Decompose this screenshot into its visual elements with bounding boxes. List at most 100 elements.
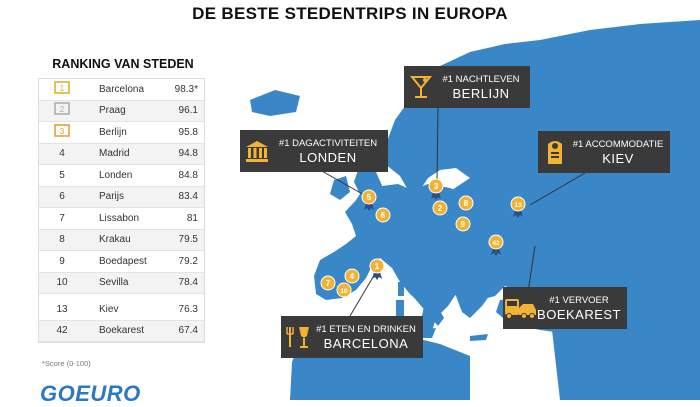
rank-city: Berlijn <box>99 126 127 138</box>
rank-city: Boekarest <box>99 325 145 337</box>
map-island-crete <box>470 334 488 341</box>
callout-category: #1 VERVOER <box>549 294 609 306</box>
rank-city: Sevilla <box>99 277 129 289</box>
rank-score: 79.5 <box>178 234 198 246</box>
rank-score: 79.2 <box>178 255 198 267</box>
rank-score: 98.3* <box>174 83 198 95</box>
fork-glass-icon <box>281 324 315 350</box>
map-pin-10: 10 <box>336 282 352 311</box>
callout-transport: #1 VERVOER BOEKAREST <box>503 287 627 329</box>
svg-text:3: 3 <box>60 127 65 136</box>
cocktail-icon <box>404 74 438 100</box>
rank-city: Barcelona <box>99 83 145 95</box>
svg-text:13: 13 <box>514 202 522 209</box>
map-pin-1: 1 <box>369 258 385 287</box>
table-row: 10 Sevilla 78.4 <box>39 272 204 294</box>
gold-trophy-icon: 1 <box>54 81 70 94</box>
rank-score: 76.3 <box>178 303 198 315</box>
table-row: 6 Parijs 83.4 <box>39 186 204 208</box>
table-row: 13 Kiev 76.3 <box>39 294 204 321</box>
svg-text:10: 10 <box>340 288 348 295</box>
svg-text:7: 7 <box>326 279 331 288</box>
svg-text:3: 3 <box>434 182 439 191</box>
svg-text:2: 2 <box>438 204 443 213</box>
rank-city: Londen <box>99 169 133 181</box>
svg-text:4: 4 <box>350 272 355 281</box>
silver-trophy-icon: 2 <box>54 102 70 115</box>
rank-position: 1 <box>39 81 85 98</box>
callout-food: #1 ETEN EN DRINKEN BARCELONA <box>281 316 423 358</box>
rank-city: Parijs <box>99 191 125 203</box>
table-row: 1 Barcelona 98.3* <box>39 79 204 101</box>
callout-category: #1 NACHTLEVEN <box>442 73 520 85</box>
map-pin-8: 8 <box>458 195 474 224</box>
map-island-sicily <box>420 328 436 338</box>
map-pin-3: 3 <box>428 178 444 207</box>
table-row: 9 Boedapest 79.2 <box>39 251 204 273</box>
map-landmass-ireland <box>330 176 350 200</box>
callout-city: LONDEN <box>299 149 357 165</box>
callout-city: BOEKAREST <box>537 306 621 322</box>
rank-city: Krakau <box>99 234 131 246</box>
callout-category: #1 DAGACTIVITEITEN <box>278 137 378 149</box>
table-row: 4 Madrid 94.8 <box>39 143 204 165</box>
rank-position: 9 <box>59 255 65 267</box>
bronze-trophy-icon: 3 <box>54 124 70 137</box>
table-row: 5 Londen 84.8 <box>39 165 204 187</box>
rank-position: 6 <box>59 191 65 203</box>
rank-score: 94.8 <box>178 148 198 160</box>
map-pin-5: 5 <box>361 189 377 218</box>
callout-nightlife: #1 NACHTLEVEN BERLIJN <box>404 66 530 108</box>
rank-position: 8 <box>59 234 65 246</box>
map-pin-2: 2 <box>432 200 448 229</box>
callout-city: BERLIJN <box>452 85 510 101</box>
map-pin-7: 7 <box>320 275 336 304</box>
rank-city: Praag <box>99 105 126 117</box>
rank-position: 2 <box>39 102 85 119</box>
map-pin-4: 4 <box>344 268 360 297</box>
table-row: 7 Lissabon 81 <box>39 208 204 230</box>
rank-city: Lissabon <box>99 212 140 224</box>
rank-city: Madrid <box>99 148 130 160</box>
rank-score: 84.8 <box>178 169 198 181</box>
callout-category: #1 ETEN EN DRINKEN <box>316 323 416 335</box>
ranking-title: RANKING VAN STEDEN <box>52 57 194 71</box>
rank-position: 13 <box>56 303 68 315</box>
bus-car-icon <box>503 296 537 320</box>
rank-score: 78.4 <box>178 277 198 289</box>
svg-text:42: 42 <box>492 240 500 247</box>
table-row: 2 Praag 96.1 <box>39 100 204 122</box>
map-island-sardinia <box>396 300 404 316</box>
callout-city: KIEV <box>602 150 634 166</box>
map-pin-6: 6 <box>375 207 391 236</box>
rank-position: 4 <box>59 148 65 160</box>
svg-text:2: 2 <box>60 105 65 114</box>
score-footnote: *Score (0-100) <box>42 359 91 368</box>
svg-text:6: 6 <box>381 211 386 220</box>
goeuro-logo: GOEURO <box>40 381 141 406</box>
rank-score: 96.1 <box>178 105 198 117</box>
callout-category: #1 ACCOMMODATIE <box>572 138 664 150</box>
rank-city: Kiev <box>99 303 119 315</box>
svg-text:1: 1 <box>375 262 380 271</box>
rank-position: 7 <box>59 212 65 224</box>
table-row: 3 Berlijn 95.8 <box>39 122 204 144</box>
rank-position: 5 <box>59 169 65 181</box>
svg-text:1: 1 <box>60 84 65 93</box>
map-landmass-continent <box>314 184 558 338</box>
rank-city: Boedapest <box>99 255 147 267</box>
ranking-table: 1 Barcelona 98.3* 2 Praag 96.1 3 Berlijn… <box>38 78 205 343</box>
callout-accommodation: #1 ACCOMMODATIE KIEV <box>538 131 670 173</box>
callout-city: BARCELONA <box>323 335 409 351</box>
svg-text:8: 8 <box>464 199 469 208</box>
map-island-corsica <box>398 282 404 296</box>
table-row: 42 Boekarest 67.4 <box>39 320 204 342</box>
rank-score: 67.4 <box>178 325 198 337</box>
rank-score: 95.8 <box>178 126 198 138</box>
map-pin-13: 13 <box>510 196 526 225</box>
page-title: DE BESTE STEDENTRIPS IN EUROPA <box>192 4 508 23</box>
museum-icon <box>240 139 274 163</box>
table-row: 8 Krakau 79.5 <box>39 229 204 251</box>
svg-text:5: 5 <box>367 193 372 202</box>
